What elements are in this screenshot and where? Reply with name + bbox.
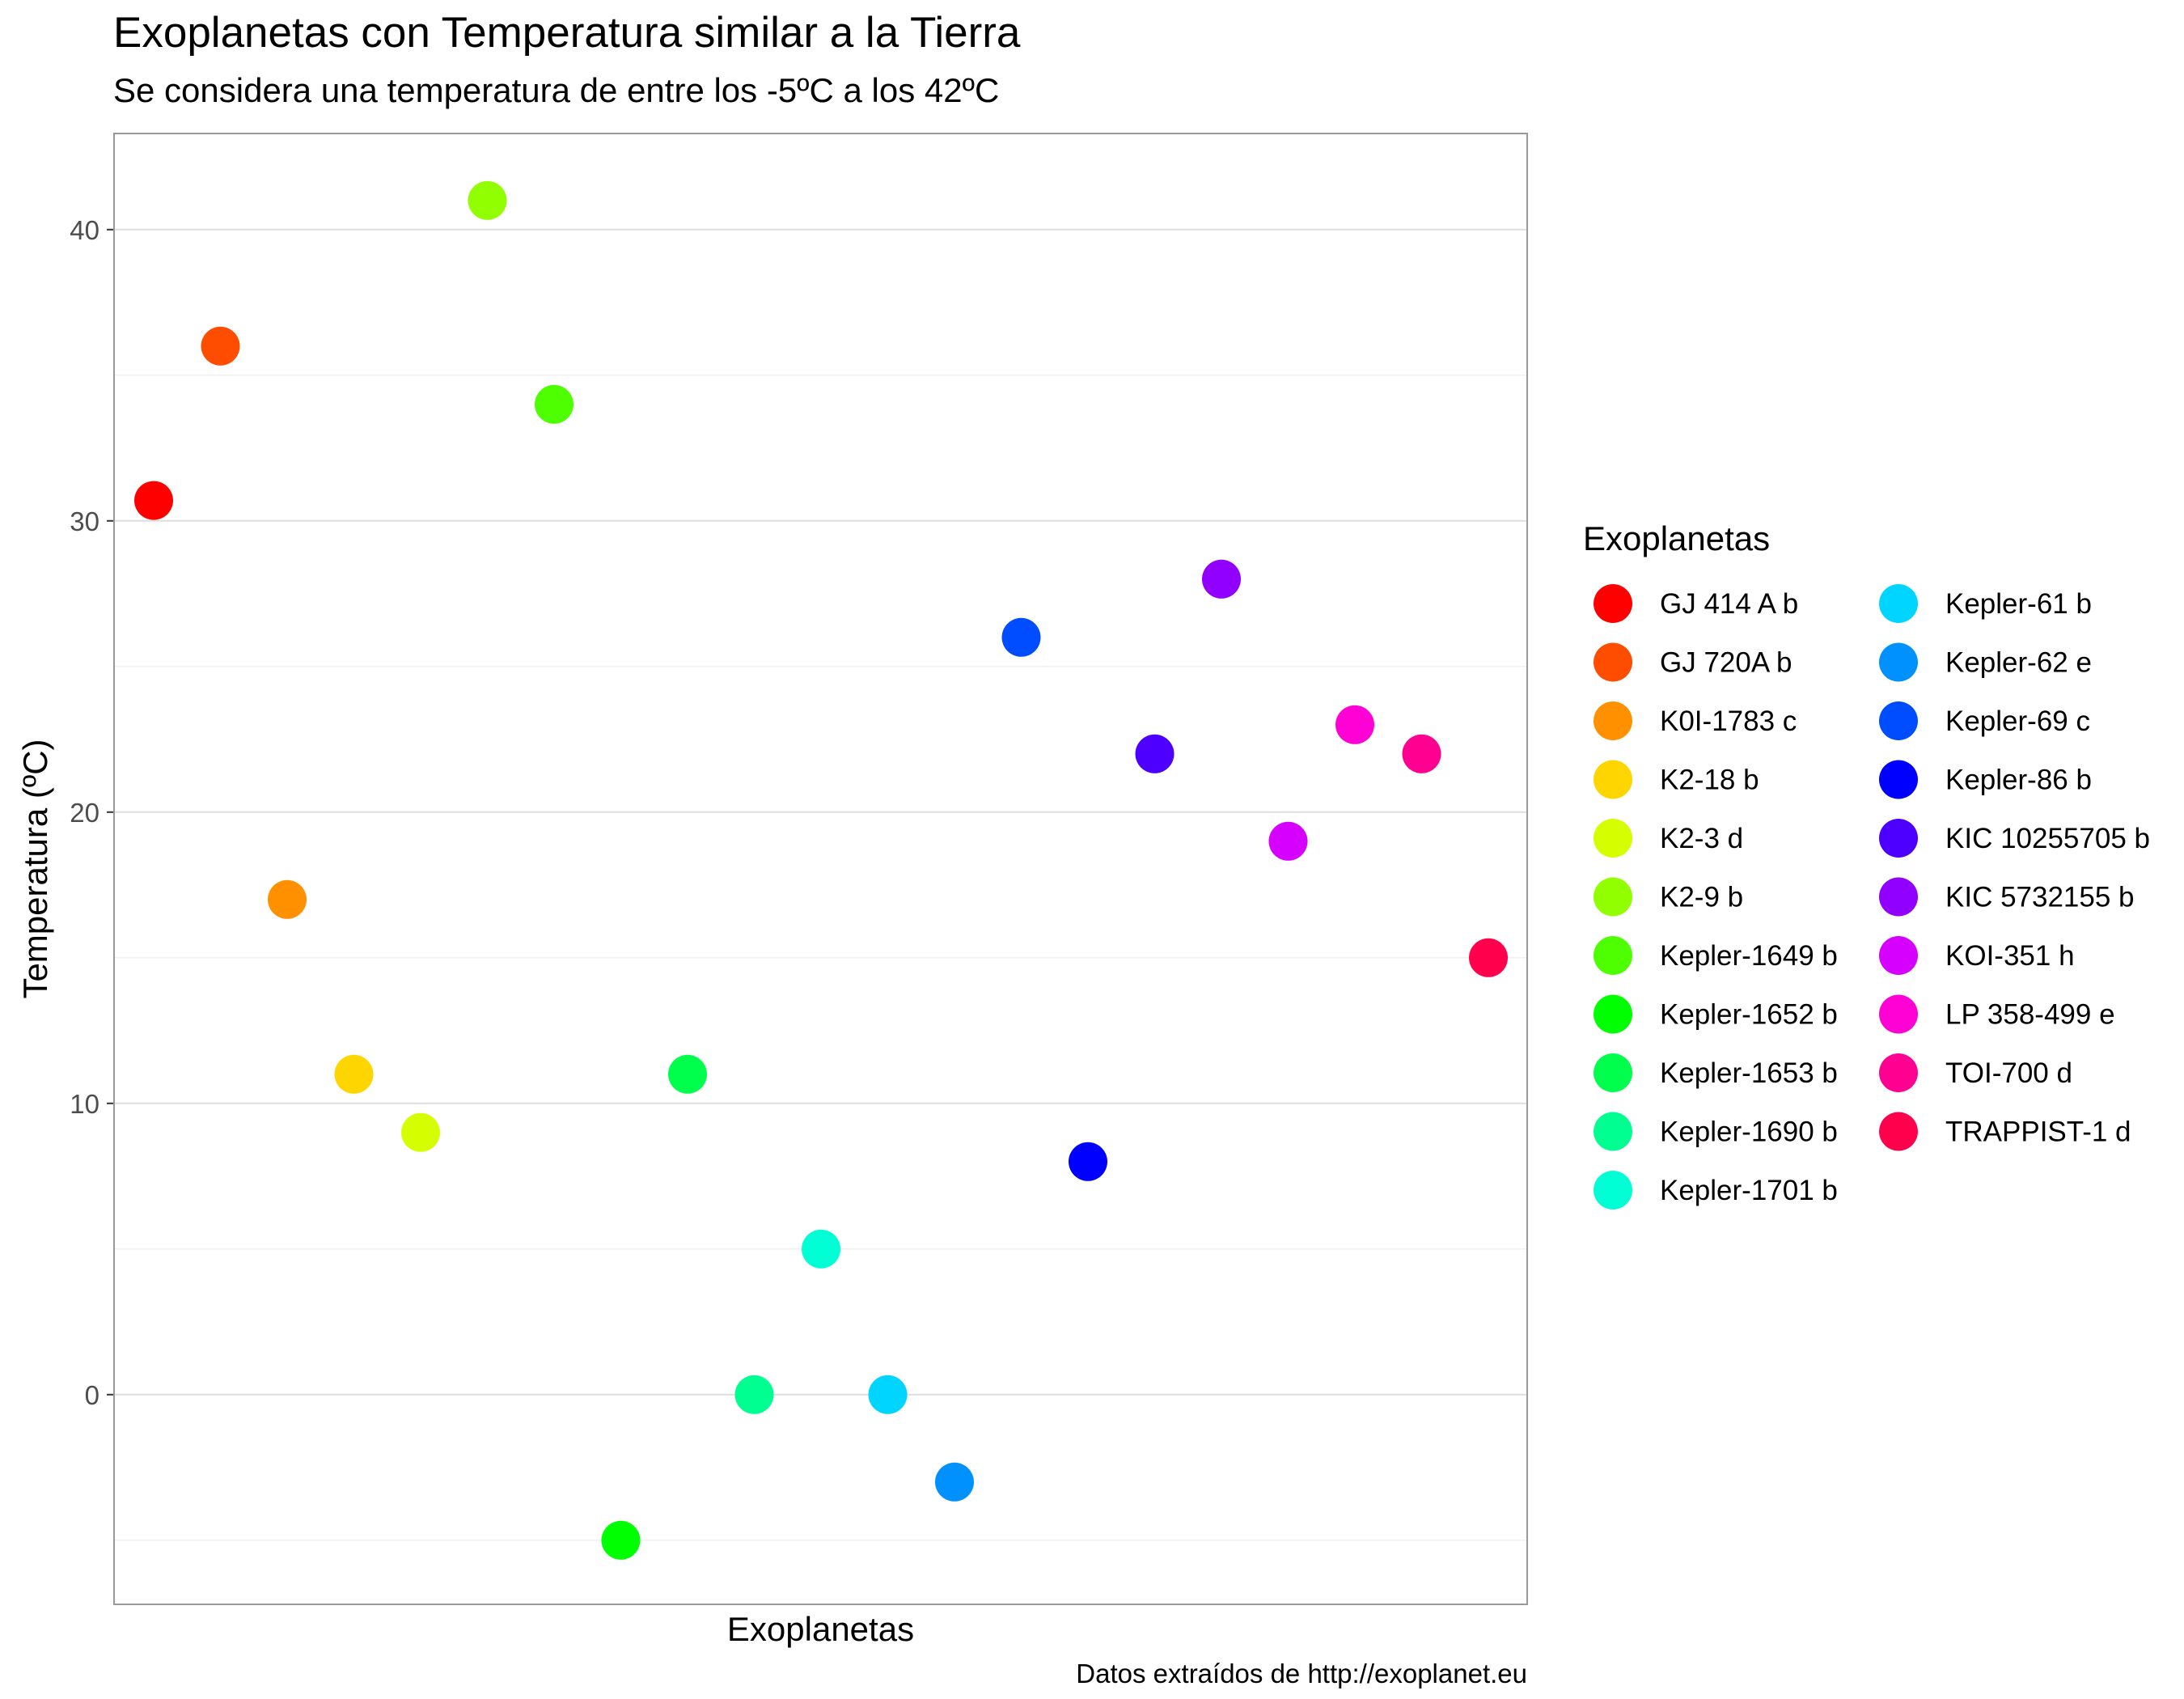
legend-key	[1879, 936, 1918, 975]
legend-key	[1594, 936, 1632, 975]
legend-label: Kepler-62 e	[1945, 647, 2092, 679]
data-point	[1268, 821, 1308, 861]
legend-title: Exoplanetas	[1583, 519, 1770, 557]
legend-label: Kepler-1690 b	[1660, 1116, 1838, 1148]
data-point	[468, 180, 507, 220]
legend-key	[1594, 994, 1632, 1034]
legend-key	[1879, 819, 1918, 858]
legend-label: TRAPPIST-1 d	[1945, 1116, 2131, 1148]
data-point	[1202, 559, 1241, 599]
data-point	[334, 1054, 374, 1094]
legend-key	[1594, 819, 1632, 858]
legend-label: Kepler-1652 b	[1660, 999, 1838, 1031]
chart-caption: Datos extraídos de http://exoplanet.eu	[1076, 1659, 1527, 1688]
chart-title: Exoplanetas con Temperatura similar a la…	[113, 9, 1021, 57]
legend-label: GJ 720A b	[1660, 647, 1792, 679]
data-point	[268, 879, 307, 919]
legend-label: K2-18 b	[1660, 765, 1759, 796]
legend-key	[1594, 1171, 1632, 1210]
y-tick-label: 30	[70, 506, 99, 536]
chart-subtitle: Se considera una temperatura de entre lo…	[113, 71, 1000, 109]
data-point	[868, 1375, 908, 1414]
legend-key	[1594, 1053, 1632, 1092]
data-point	[668, 1054, 707, 1094]
legend-label: K2-3 d	[1660, 823, 1743, 854]
legend-key	[1879, 760, 1918, 799]
legend-label: TOI-700 d	[1945, 1057, 2072, 1089]
data-point	[734, 1375, 774, 1414]
legend-label: Kepler-1649 b	[1660, 940, 1838, 972]
data-point	[1469, 938, 1508, 977]
data-point	[1335, 705, 1374, 744]
data-point	[401, 1112, 440, 1152]
data-point	[601, 1520, 641, 1560]
x-axis-title: Exoplanetas	[727, 1610, 914, 1648]
data-point	[802, 1229, 840, 1269]
legend-label: K2-9 b	[1660, 882, 1743, 913]
legend-key	[1594, 1112, 1632, 1151]
y-tick-label: 40	[70, 215, 99, 245]
legend-label: KOI-351 h	[1945, 940, 2075, 972]
legend-key	[1879, 701, 1918, 740]
y-tick-label: 0	[85, 1380, 99, 1410]
y-tick-label: 20	[70, 798, 99, 828]
legend-label: Kepler-86 b	[1945, 765, 2092, 796]
legend-key	[1879, 994, 1918, 1034]
y-axis-title: Temperatura (ºC)	[16, 739, 54, 998]
legend-label: Kepler-1653 b	[1660, 1057, 1838, 1089]
panel-border	[113, 133, 1528, 1605]
data-point	[535, 384, 574, 424]
legend-label: K0I-1783 c	[1660, 705, 1797, 737]
legend-label: Kepler-61 b	[1945, 588, 2092, 620]
legend-label: KIC 5732155 b	[1945, 882, 2135, 913]
legend-label: Kepler-1701 b	[1660, 1175, 1838, 1206]
legend-key	[1879, 642, 1918, 682]
data-point	[1135, 734, 1175, 773]
legend-label: LP 358-499 e	[1945, 999, 2115, 1031]
legend-key	[1594, 584, 1632, 623]
legend-label: GJ 414 A b	[1660, 588, 1798, 620]
legend-key	[1879, 877, 1918, 917]
legend-key	[1594, 642, 1632, 682]
legend-key	[1594, 701, 1632, 740]
legend-key	[1594, 760, 1632, 799]
data-point	[935, 1462, 974, 1502]
legend-label: KIC 10255705 b	[1945, 823, 2150, 854]
legend-key	[1879, 584, 1918, 623]
y-tick-label: 10	[70, 1089, 99, 1119]
legend-key	[1879, 1112, 1918, 1151]
data-point	[201, 326, 240, 366]
legend-key	[1594, 877, 1632, 917]
legend-label: Kepler-69 c	[1945, 705, 2090, 737]
data-point	[1001, 617, 1041, 657]
data-point	[1069, 1142, 1107, 1181]
data-point	[134, 481, 173, 520]
legend-key	[1879, 1053, 1918, 1092]
data-point	[1402, 734, 1441, 773]
